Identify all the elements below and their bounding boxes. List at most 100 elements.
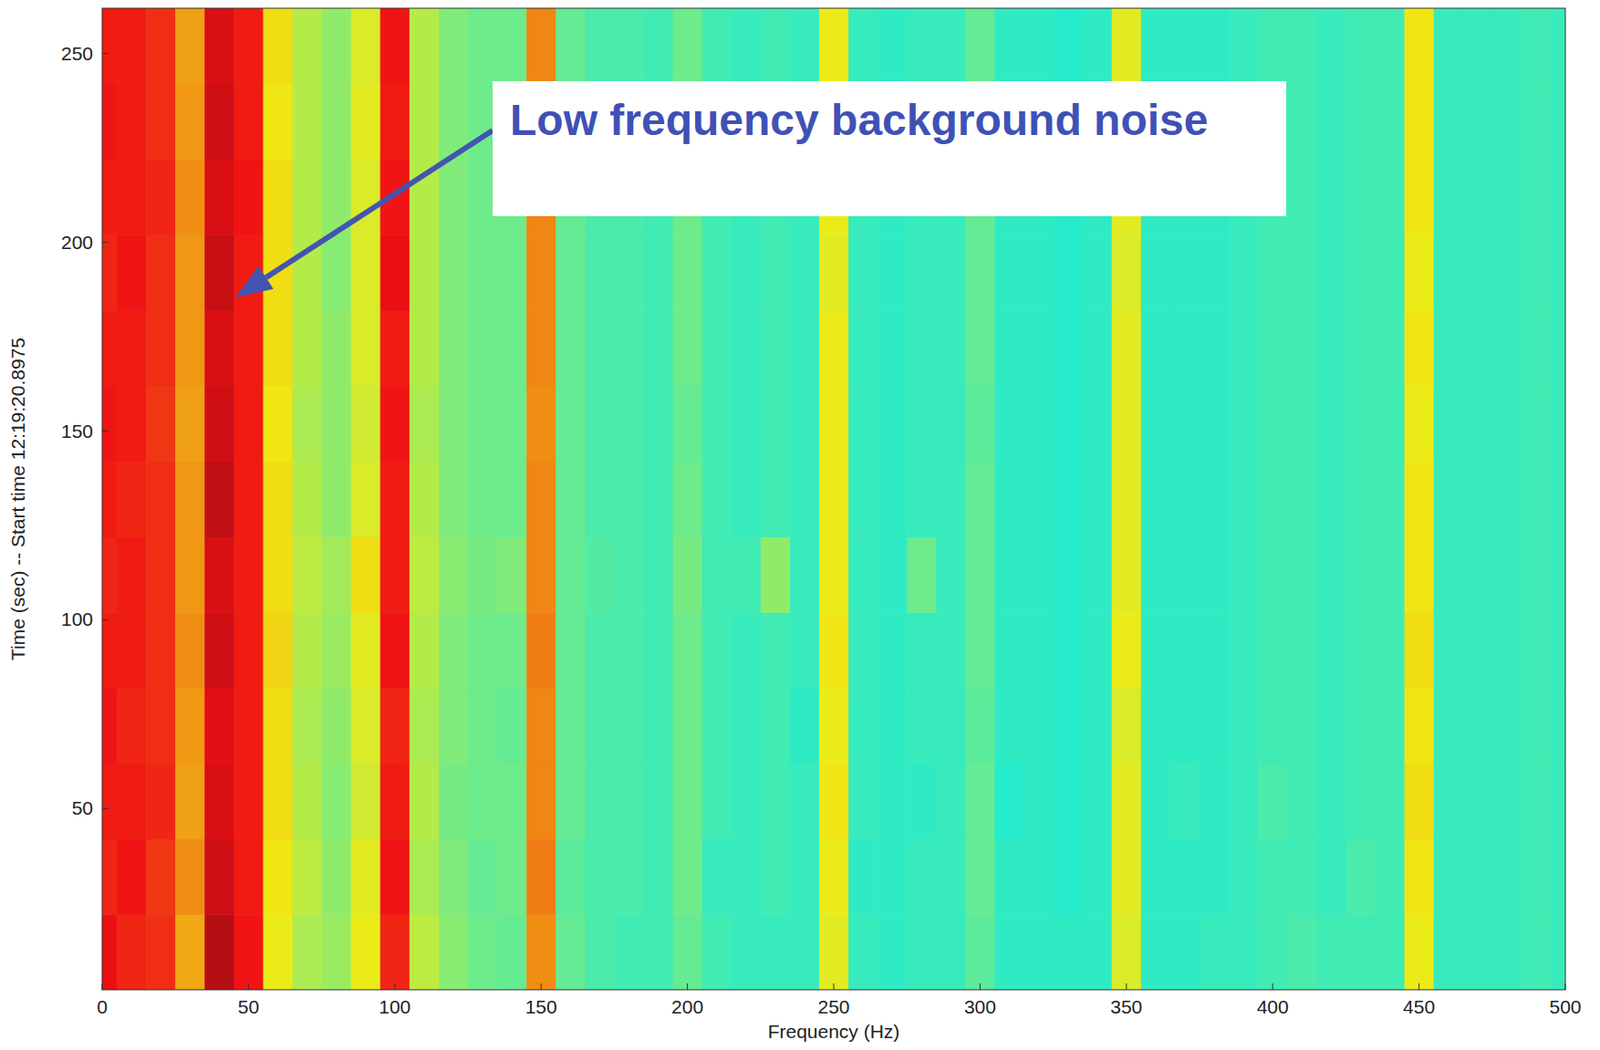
heatmap-cell <box>555 914 586 990</box>
heatmap-cell <box>380 234 411 311</box>
x-tick-label: 50 <box>238 996 260 1018</box>
x-axis-title: Frequency (Hz) <box>768 1020 901 1042</box>
heatmap-cell <box>1111 838 1143 915</box>
heatmap-cell <box>1433 234 1465 311</box>
heatmap-cell <box>613 687 645 764</box>
heatmap-cell <box>789 234 821 311</box>
heatmap-cell <box>262 914 293 990</box>
heatmap-cell <box>526 385 557 462</box>
heatmap-cell <box>760 461 791 538</box>
heatmap-cell <box>526 763 557 840</box>
heatmap-cell <box>702 8 733 84</box>
heatmap-cell <box>994 536 1025 613</box>
heatmap-cell <box>789 461 821 538</box>
heatmap-cell <box>1374 385 1405 462</box>
heatmap-cell <box>965 687 996 764</box>
heatmap-cell <box>965 612 996 688</box>
heatmap-cell <box>322 763 353 840</box>
heatmap-cell <box>935 461 967 538</box>
heatmap-cell <box>467 310 499 386</box>
heatmap-cell <box>673 310 704 386</box>
heatmap-cell <box>1024 385 1055 462</box>
heatmap-cell <box>1199 234 1230 311</box>
heatmap-cell <box>497 310 528 386</box>
heatmap-cell <box>1111 687 1143 764</box>
heatmap-cell <box>233 612 264 688</box>
heatmap-cell <box>702 385 733 462</box>
heatmap-cell <box>233 536 264 613</box>
heatmap-cell <box>409 83 440 160</box>
heatmap-cell <box>1316 914 1347 990</box>
heatmap-cell <box>994 763 1025 840</box>
heatmap-cell <box>819 536 850 613</box>
x-tick <box>394 983 395 990</box>
heatmap-cell <box>1024 536 1055 613</box>
heatmap-cell <box>1053 385 1084 462</box>
heatmap-cell <box>145 536 177 613</box>
heatmap-cell <box>1550 914 1566 990</box>
heatmap-cell <box>351 310 382 386</box>
heatmap-cell <box>1287 83 1318 160</box>
heatmap-cell <box>1141 763 1172 840</box>
heatmap-cell <box>467 763 499 840</box>
heatmap-cell <box>643 461 674 538</box>
heatmap-cell <box>1082 234 1113 311</box>
heatmap-cell <box>204 763 235 840</box>
heatmap-cell <box>322 385 353 462</box>
heatmap-cell <box>1374 83 1405 160</box>
heatmap-cell <box>1433 8 1465 84</box>
heatmap-cell <box>175 612 206 688</box>
heatmap-cell <box>116 763 147 840</box>
heatmap-cell <box>380 536 411 613</box>
heatmap-cell <box>731 8 762 84</box>
heatmap-cell <box>204 838 235 915</box>
heatmap-cell <box>380 461 411 538</box>
heatmap-cell <box>1199 763 1230 840</box>
heatmap-cell <box>1345 763 1376 840</box>
heatmap-cell <box>145 612 177 688</box>
heatmap-cell <box>613 763 645 840</box>
heatmap-cell <box>497 612 528 688</box>
heatmap-cell <box>555 8 586 84</box>
heatmap-cell <box>613 914 645 990</box>
heatmap-cell <box>102 159 118 236</box>
heatmap-cell <box>322 612 353 688</box>
heatmap-cell <box>233 385 264 462</box>
heatmap-cell <box>467 461 499 538</box>
heatmap-cell <box>1316 159 1347 236</box>
heatmap-cell <box>116 687 147 764</box>
heatmap-cell <box>643 914 674 990</box>
heatmap-cell <box>145 310 177 386</box>
heatmap-cell <box>409 461 440 538</box>
heatmap-cell <box>1433 612 1465 688</box>
heatmap-cell <box>1433 461 1465 538</box>
heatmap-cell <box>994 234 1025 311</box>
y-tick <box>102 52 109 54</box>
heatmap-cell <box>673 914 704 990</box>
heatmap-cell <box>409 687 440 764</box>
heatmap-cell <box>702 234 733 311</box>
heatmap-cell <box>789 612 821 688</box>
heatmap-cell <box>789 763 821 840</box>
heatmap-cell <box>877 914 908 990</box>
heatmap-cell <box>351 461 382 538</box>
heatmap-cell <box>702 763 733 840</box>
heatmap-cell <box>380 385 411 462</box>
heatmap-cell <box>877 687 908 764</box>
heatmap-cell <box>1433 687 1465 764</box>
heatmap-cell <box>1287 461 1318 538</box>
heatmap-cell <box>848 234 879 311</box>
heatmap-cell <box>1463 234 1494 311</box>
heatmap-cell <box>262 159 293 236</box>
heatmap-cell <box>1111 385 1143 462</box>
heatmap-cell <box>994 310 1025 386</box>
heatmap-cell <box>102 536 118 613</box>
heatmap-cell <box>789 838 821 915</box>
heatmap-cell <box>497 763 528 840</box>
heatmap-cell <box>322 8 353 84</box>
heatmap-cell <box>204 461 235 538</box>
heatmap-cell <box>497 838 528 915</box>
heatmap-cell <box>292 159 323 236</box>
heatmap-cell <box>322 310 353 386</box>
heatmap-cell <box>673 8 704 84</box>
